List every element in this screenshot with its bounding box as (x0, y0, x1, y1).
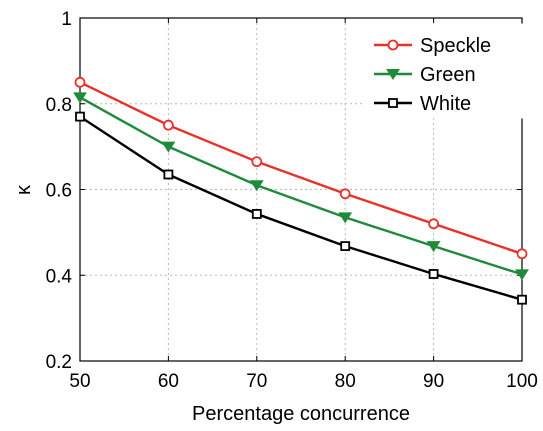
legend-item-speckle: Speckle (374, 35, 491, 57)
data-point-white (163, 169, 174, 180)
data-point-white (340, 241, 351, 251)
x-tick-label: 50 (69, 371, 90, 392)
x-tick-label: 60 (158, 371, 179, 392)
data-point-speckle (251, 156, 263, 168)
legend-marker-green (386, 69, 400, 81)
data-point-green (426, 241, 441, 253)
data-point-white (75, 111, 85, 122)
data-point-white (517, 294, 527, 305)
data-point-green (161, 141, 176, 153)
y-axis-label: κ (13, 184, 35, 195)
series-speckle (74, 76, 528, 260)
legend-item-green: Green (374, 64, 476, 86)
data-point-speckle (428, 218, 440, 230)
legend-label-white: White (420, 93, 471, 115)
legend-marker-white (388, 98, 398, 108)
x-tick-label: 70 (246, 371, 267, 392)
legend-label-green: Green (420, 64, 476, 86)
series-line-speckle (79, 81, 523, 255)
data-point-speckle (162, 119, 174, 131)
x-tick-label: 100 (506, 371, 538, 392)
y-tick-label: 0.4 (46, 266, 73, 287)
data-point-white (251, 209, 262, 219)
data-point-speckle (74, 76, 86, 88)
y-tick-label: 0.2 (46, 352, 72, 373)
y-tick-label: 1 (61, 9, 72, 30)
series-green (73, 92, 529, 281)
series-group (73, 76, 529, 305)
data-point-green (338, 212, 353, 224)
legend-item-white: White (374, 93, 471, 115)
data-point-green (249, 180, 264, 192)
data-point-speckle (516, 248, 528, 260)
legend-marker-speckle (387, 39, 399, 51)
series-line-green (79, 96, 523, 276)
x-axis-label: Percentage concurrence (192, 403, 410, 425)
data-point-green (73, 92, 87, 104)
data-point-white (428, 269, 439, 279)
series-white (75, 111, 527, 305)
data-point-speckle (339, 188, 351, 200)
data-point-green (515, 269, 529, 281)
y-tick-label: 0.6 (46, 181, 72, 202)
x-tick-label: 90 (423, 371, 444, 392)
legend: Speckle Green White (363, 23, 525, 119)
legend-label-speckle: Speckle (420, 35, 491, 57)
y-tick-label: 0.8 (46, 95, 72, 116)
series-line-white (79, 115, 523, 301)
axes (79, 17, 523, 362)
tick-labels: 50 60 70 80 90 100 0.2 0.4 0.6 0.8 1 (46, 9, 538, 392)
x-tick-label: 80 (335, 371, 356, 392)
